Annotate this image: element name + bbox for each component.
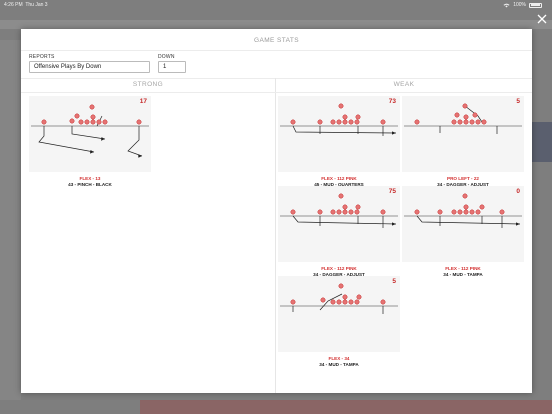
status-right: 100% <box>503 2 542 8</box>
play-count: 75 <box>388 188 396 195</box>
controls-divider <box>21 78 532 79</box>
play-diagram <box>278 96 400 172</box>
play-diagram <box>278 276 400 352</box>
play-diagram <box>402 186 524 262</box>
play-formation: FLEX - 112 PINK <box>445 266 481 271</box>
play-card[interactable]: 73 FLEX - 112 PINK 45 - MUD - QUARTERS <box>278 96 400 187</box>
play-diagram <box>278 186 400 262</box>
play-count: 5 <box>392 278 396 285</box>
offensive-players <box>290 103 386 125</box>
status-time: 4:26 PM Thu Jan 3 <box>4 2 48 8</box>
play-name: 34 - DAGGER - ADJUST <box>313 272 365 277</box>
play-formation: FLEX - 13 <box>79 176 101 181</box>
reports-select[interactable]: Offensive Plays By Down <box>29 61 150 73</box>
close-icon <box>537 14 547 24</box>
play-formation: FLEX - 112 PINK <box>321 266 357 271</box>
play-card[interactable]: 17 FLEX - 13 43 - PINCH - BLACK <box>29 96 151 187</box>
modal-title: GAME STATS <box>254 37 299 44</box>
play-name: 34 - DAGGER - ADJUST <box>437 182 489 187</box>
strong-column-header: STRONG <box>132 81 164 88</box>
down-label: DOWN <box>158 54 175 60</box>
title-divider <box>21 50 532 51</box>
play-diagram <box>402 96 524 172</box>
play-card[interactable]: 75 FLEX - 112 PINK 34 - DAGGER - ADJUST <box>278 186 400 277</box>
play-card[interactable]: 5 FLEX - 34 34 - MUD - TAMPA <box>278 276 400 367</box>
play-name: 45 - MUD - QUARTERS <box>314 182 364 187</box>
play-name: 34 - MUD - TAMPA <box>443 272 483 277</box>
play-card[interactable]: 5 PRO LEFT - 22 34 - DAGGER - ADJUST <box>402 96 524 187</box>
play-formation: FLEX - 34 <box>328 356 350 361</box>
offensive-players <box>290 193 386 215</box>
close-button[interactable] <box>536 12 548 24</box>
game-stats-modal: GAME STATS REPORTS Offensive Plays By Do… <box>21 29 532 393</box>
reports-label: REPORTS <box>29 54 55 60</box>
status-bar: 4:26 PM Thu Jan 3 100% <box>0 0 552 10</box>
column-divider <box>275 78 276 393</box>
play-count: 5 <box>516 98 520 105</box>
background-panel-left <box>0 40 21 400</box>
battery-percent: 100% <box>513 2 526 8</box>
weak-column-header: WEAK <box>393 81 415 88</box>
battery-icon <box>529 2 542 8</box>
play-count: 0 <box>516 188 520 195</box>
background-header <box>0 20 552 29</box>
wifi-icon <box>503 3 510 7</box>
play-name: 43 - PINCH - BLACK <box>68 182 112 187</box>
offensive-players <box>414 193 505 215</box>
column-header-divider <box>21 92 532 93</box>
play-formation: PRO LEFT - 22 <box>447 176 479 181</box>
play-card[interactable]: 0 FLEX - 112 PINK 34 - MUD - TAMPA <box>402 186 524 277</box>
offensive-players <box>414 103 487 125</box>
background-highlight <box>532 122 552 162</box>
play-name: 34 - MUD - TAMPA <box>319 362 359 367</box>
down-input[interactable]: 1 <box>158 61 186 73</box>
play-count: 73 <box>388 98 396 105</box>
play-diagram <box>29 96 151 172</box>
offensive-players <box>290 283 386 305</box>
play-formation: FLEX - 112 PINK <box>321 176 357 181</box>
play-count: 17 <box>139 98 147 105</box>
offensive-players <box>41 104 142 125</box>
background-footer <box>140 400 552 414</box>
